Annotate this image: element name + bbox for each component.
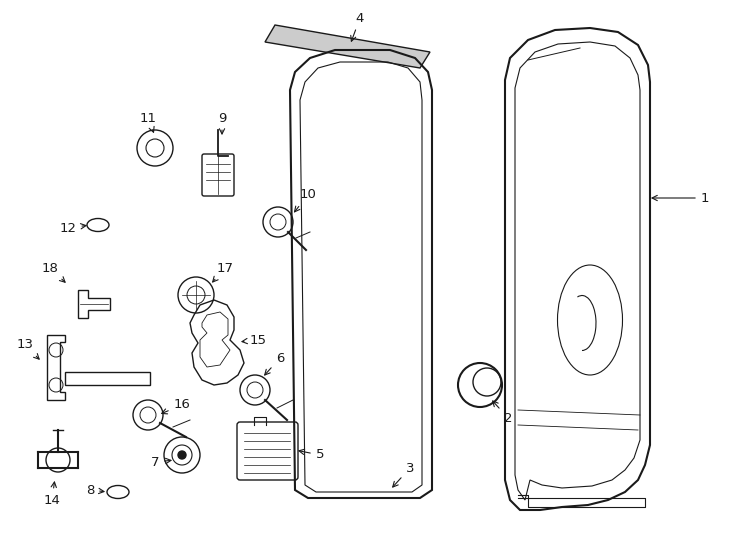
Text: 11: 11 <box>139 111 156 132</box>
Text: 5: 5 <box>299 449 324 462</box>
Text: 1: 1 <box>652 192 709 205</box>
Text: 9: 9 <box>218 111 226 134</box>
Text: 8: 8 <box>86 483 104 496</box>
Text: 6: 6 <box>265 352 284 375</box>
Text: 13: 13 <box>16 339 39 359</box>
Text: 2: 2 <box>493 401 512 424</box>
Text: 7: 7 <box>150 456 171 469</box>
Text: 14: 14 <box>43 482 60 507</box>
Text: 15: 15 <box>242 334 266 347</box>
Text: 17: 17 <box>213 261 233 282</box>
Text: 4: 4 <box>351 11 364 41</box>
Text: 3: 3 <box>393 462 414 487</box>
Polygon shape <box>265 25 430 68</box>
Circle shape <box>178 451 186 459</box>
Text: 16: 16 <box>161 399 190 414</box>
Text: 10: 10 <box>294 188 316 212</box>
Text: 12: 12 <box>59 221 86 234</box>
Text: 18: 18 <box>42 261 65 282</box>
